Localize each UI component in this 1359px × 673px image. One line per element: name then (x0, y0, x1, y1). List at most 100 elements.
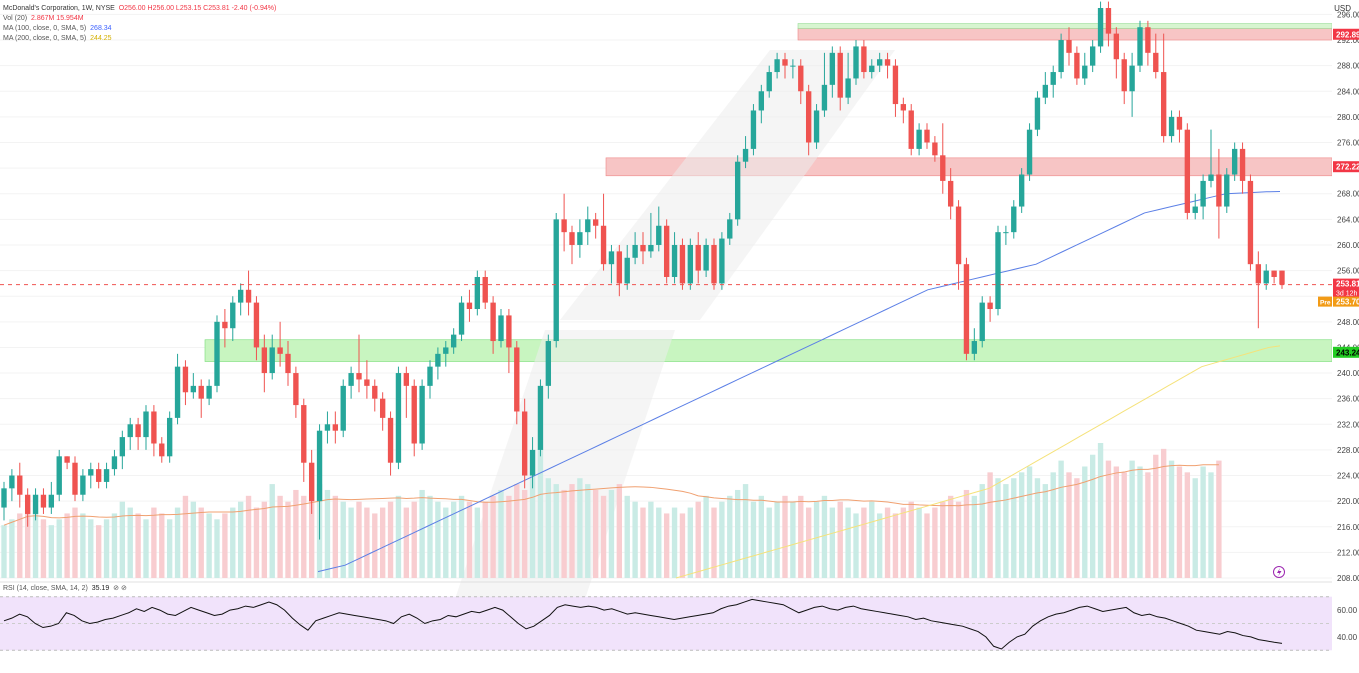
volume-bar (182, 495, 189, 578)
volume-bar (845, 507, 851, 578)
volume-bar (648, 501, 654, 578)
candle-body (1066, 40, 1072, 53)
candle-body (1160, 72, 1167, 137)
volume-bar (813, 501, 820, 578)
candle-body (159, 443, 165, 457)
candle-body (17, 475, 23, 495)
volume-bar (758, 495, 765, 578)
ma100-label[interactable]: MA (100, close, 0, SMA, 5) (3, 25, 87, 32)
candle-body (40, 494, 47, 508)
chart-legend: McDonald's Corporation, 1W, NYSE O256.00… (3, 4, 276, 44)
volume-bar (979, 484, 985, 578)
volume-label[interactable]: Vol (20) (3, 15, 28, 22)
candle-body (687, 244, 694, 284)
candle-body (805, 91, 812, 143)
rsi-label[interactable]: RSI (14, close, SMA, 14, 2) (3, 585, 88, 592)
watermark-upper-stroke (560, 50, 895, 320)
candle-body (711, 244, 717, 284)
candle-body (1263, 270, 1269, 284)
candle-body (379, 398, 386, 418)
currency-label[interactable]: USD (1334, 4, 1351, 13)
candle-body (774, 59, 780, 73)
flash-icon[interactable] (1273, 566, 1285, 578)
candle-body (1, 488, 7, 508)
resistance-mid-tag-bg (1333, 161, 1359, 173)
volume-bar (356, 501, 362, 578)
axis-background (1332, 0, 1359, 673)
volume-bar (853, 513, 859, 578)
moving-average-lines (317, 191, 1281, 579)
volume-bar (1, 525, 7, 578)
candle-body (600, 225, 607, 265)
candle-body (466, 302, 473, 310)
volume-bar (1042, 484, 1049, 578)
volume-bar (474, 507, 481, 578)
rsi-line (3, 598, 1283, 650)
candle-body (869, 65, 875, 73)
symbol-title[interactable]: McDonald's Corporation, 1W, NYSE (3, 5, 115, 12)
volume-bar (569, 484, 575, 578)
volume-bar (995, 478, 1001, 578)
volume-bar (640, 507, 646, 578)
candle-body (727, 219, 733, 239)
volume-bar (829, 507, 836, 578)
candle-body (450, 334, 457, 348)
candle-body (853, 46, 859, 79)
candle-body (458, 302, 465, 335)
candle-body (1042, 84, 1049, 98)
candle-body (671, 244, 678, 277)
price-tick-label: 228.00 (1337, 446, 1359, 455)
price-tick-label: 280.00 (1337, 113, 1359, 122)
price-tick-label: 220.00 (1337, 497, 1359, 506)
candle-body (514, 347, 520, 412)
ma100-line (317, 191, 1281, 573)
volume-bar (592, 489, 599, 578)
volume-bar (48, 525, 55, 578)
volume-bar (245, 495, 252, 578)
candle-body (1247, 180, 1254, 265)
volume-bar (577, 478, 583, 578)
last-price-tag-bg (1333, 278, 1359, 299)
volume-bar (955, 501, 962, 578)
volume-bar (782, 495, 788, 578)
volume-bar (790, 501, 796, 578)
volume-bar (127, 507, 133, 578)
volume-bar (734, 489, 741, 578)
pre-price-tag-bg (1333, 296, 1359, 307)
candle-body (127, 424, 133, 438)
ma200-label[interactable]: MA (200, close, 0, SMA, 5) (3, 35, 87, 42)
candle-body (387, 417, 394, 463)
pre-price-tag: 253.70 (1336, 298, 1359, 307)
candle-body (892, 65, 899, 105)
price-tick-label: 248.00 (1337, 318, 1359, 327)
volume-bar (9, 519, 15, 578)
candle-body (679, 244, 686, 284)
resistance-zone-high-edge (797, 23, 1333, 29)
candle-body (837, 52, 843, 98)
candle-body (1279, 270, 1285, 285)
resistance-mid-tag: 272.22 (1336, 163, 1359, 172)
volume-bar (821, 495, 828, 578)
support-tag-bg (1333, 346, 1359, 358)
candle-body (995, 232, 1001, 310)
candle-body (616, 251, 623, 284)
volume-bar (119, 501, 126, 578)
candle-body (1224, 174, 1230, 207)
candle-body (900, 104, 907, 111)
volume-bar (805, 507, 812, 578)
volume-bar (174, 507, 181, 578)
candle-body (1050, 72, 1056, 85)
volume-bar (553, 484, 559, 578)
candle-body (608, 251, 615, 265)
volume-bar (1145, 472, 1151, 578)
volume-bar (498, 489, 504, 578)
price-axis[interactable]: 296.00 292.00 288.00 284.00 280.00 276.00 272.… (1332, 0, 1359, 673)
candlestick-series[interactable] (1, 1, 1285, 540)
volume-bar (379, 507, 386, 578)
candle-body (372, 385, 378, 399)
volume-bar (537, 448, 544, 578)
candle-body (798, 65, 804, 92)
pre-label: Pre (1320, 300, 1331, 307)
candle-body (88, 469, 94, 476)
